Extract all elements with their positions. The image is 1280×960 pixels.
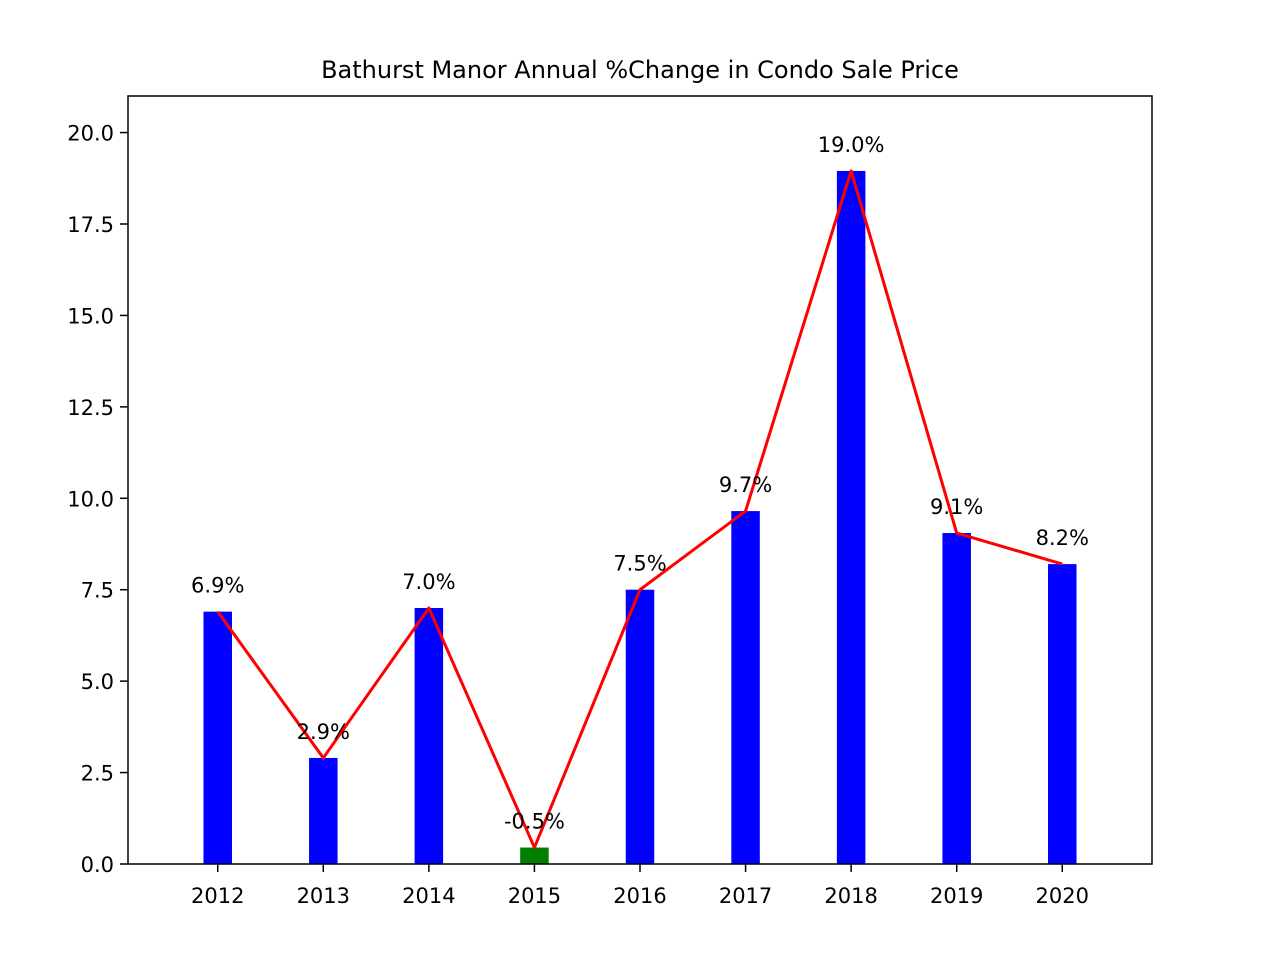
data-label-2012: 6.9% [191, 574, 244, 598]
data-label-2013: 2.9% [297, 720, 350, 744]
bar-2016 [625, 589, 655, 864]
x-tick-label-2014: 2014 [402, 884, 455, 908]
bar-2020 [1048, 564, 1077, 864]
data-label-2018: 19.0% [818, 133, 885, 157]
x-tick-label-2020: 2020 [1036, 884, 1089, 908]
bar-2019 [942, 533, 971, 864]
data-label-2014: 7.0% [402, 570, 455, 594]
bar-2017 [731, 511, 760, 864]
trend-line-series [216, 169, 1063, 850]
data-label-2017: 9.7% [719, 473, 772, 497]
data-label-2019: 9.1% [930, 495, 983, 519]
y-tick-label: 7.5 [81, 579, 114, 603]
x-tick-label-2019: 2019 [930, 884, 983, 908]
y-tick-label: 0.0 [81, 853, 114, 877]
y-tick-label: 2.5 [81, 762, 114, 786]
bar-2012 [203, 611, 232, 864]
y-tick-label: 15.0 [67, 304, 114, 328]
y-tick-label: 10.0 [67, 487, 114, 511]
data-label-2016: 7.5% [613, 552, 666, 576]
data-labels-layer: 6.9% 2.9% 7.0% -0.5% 7.5% 9.7% 19.0% 9.1% 8.2% [191, 133, 1089, 834]
bar-2013 [309, 757, 338, 864]
bars-layer [203, 170, 1077, 865]
bar-2018 [836, 170, 866, 865]
y-tick-label: 5.0 [81, 670, 114, 694]
y-tick-label: 17.5 [67, 213, 114, 237]
chart-title: Bathurst Manor Annual %Change in Condo S… [321, 56, 959, 84]
x-tick-label-2018: 2018 [824, 884, 877, 908]
x-tick-label-2015: 2015 [508, 884, 561, 908]
bar-2015 [520, 847, 549, 864]
data-label-2020: 8.2% [1036, 526, 1089, 550]
trend-line-layer [216, 169, 1063, 850]
x-tick-label-2016: 2016 [613, 884, 666, 908]
axes-layer: 0.0 2.5 5.0 7.5 10.0 12.5 15.0 17.5 20.0 2012 2013… [67, 95, 1153, 908]
bar-2014 [414, 608, 444, 864]
x-tick-label-2013: 2013 [297, 884, 350, 908]
y-tick-label: 20.0 [67, 122, 114, 146]
x-tick-label-2017: 2017 [719, 884, 772, 908]
data-label-2015: -0.5% [504, 810, 565, 834]
y-tick-label: 12.5 [67, 396, 114, 420]
x-tick-label-2012: 2012 [191, 884, 244, 908]
